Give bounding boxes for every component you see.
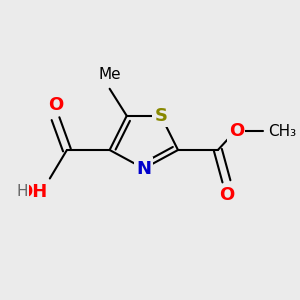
Text: CH₃: CH₃: [268, 124, 296, 139]
Text: O: O: [48, 96, 63, 114]
Text: O: O: [229, 122, 244, 140]
Text: OH: OH: [17, 183, 47, 201]
Text: S: S: [154, 107, 167, 125]
Text: N: N: [136, 160, 151, 178]
Text: Me: Me: [98, 67, 121, 82]
Text: O: O: [219, 186, 234, 204]
Text: H: H: [17, 184, 28, 199]
